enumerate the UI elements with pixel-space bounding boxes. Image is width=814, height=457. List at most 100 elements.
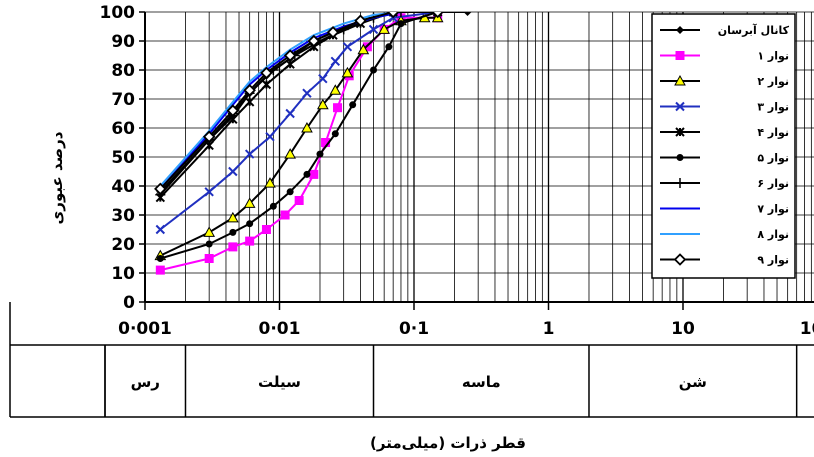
legend-label: نوار ۳: [757, 101, 789, 114]
data-point: [265, 131, 275, 142]
y-tick-label: 60: [111, 119, 135, 139]
data-point: [395, 12, 406, 17]
data-point: [342, 42, 353, 52]
x-axis-label: قطر ذرات (میلی‌متر): [370, 434, 526, 452]
x-tick-label: 0·1: [399, 319, 429, 339]
data-point: [261, 79, 272, 90]
data-point: [326, 26, 340, 39]
soil-zone-label: سیلت: [258, 373, 301, 391]
legend-label: نوار ۶: [757, 177, 789, 190]
data-point: [301, 121, 313, 133]
data-point: [333, 103, 343, 113]
soil-zone-label: ماسه: [462, 373, 501, 391]
legend-label: نوار ۸: [757, 228, 789, 241]
data-point: [245, 236, 255, 246]
x-tick-label: 0·01: [259, 319, 301, 339]
legend-entry: نوار ۱: [660, 50, 789, 63]
data-point: [331, 130, 339, 138]
x-axis-ticks: 0·001 0·01 0·1 1 10 100: [118, 302, 814, 339]
legend-label: نوار ۵: [757, 152, 789, 165]
data-point: [397, 20, 405, 28]
soil-classification-band: رس سیلت ماسه شن: [9, 302, 814, 418]
x-tick-label: 10: [671, 319, 695, 339]
y-tick-label: 0: [123, 293, 135, 313]
data-point: [202, 130, 216, 143]
legend-label: نوار ۲: [757, 75, 789, 88]
data-point: [203, 226, 216, 237]
data-point: [675, 127, 685, 137]
y-tick-label: 40: [111, 177, 135, 197]
data-point: [463, 12, 472, 16]
data-point: [244, 149, 255, 159]
data-point: [676, 154, 684, 161]
data-point: [294, 196, 304, 205]
legend-label: کانال آبرسان: [718, 23, 790, 37]
data-point: [676, 26, 684, 34]
data-point: [283, 49, 297, 62]
y-axis-ticks: 0 10 20 30 40 50 60 70 80 90 100: [100, 3, 145, 313]
legend: کانال آبرسان نوار ۱ نوار ۲ نوار ۳ نوار ۴ نوار…: [651, 13, 796, 279]
data-point: [155, 265, 165, 275]
y-tick-label: 80: [111, 61, 135, 81]
legend-entry: نوار ۳: [660, 101, 789, 114]
y-tick-label: 100: [100, 3, 136, 23]
data-point: [357, 43, 370, 55]
data-point: [341, 66, 354, 78]
data-point: [318, 73, 328, 84]
y-tick-label: 10: [111, 264, 135, 284]
data-point: [260, 66, 273, 80]
data-point: [385, 43, 393, 51]
data-point: [378, 23, 391, 34]
series-group: [154, 12, 444, 196]
data-point: [307, 34, 321, 48]
legend-entry: نوار ۸: [660, 228, 789, 241]
data-point: [674, 74, 686, 86]
data-point: [675, 51, 685, 60]
data-point: [286, 188, 294, 196]
x-tick-label: 1: [543, 319, 555, 339]
data-point: [302, 88, 312, 98]
x-tick-label: 0·001: [118, 319, 172, 339]
data-point: [155, 224, 166, 235]
data-point: [243, 197, 256, 208]
data-point: [244, 97, 255, 107]
legend-entry: نوار ۷: [660, 203, 789, 216]
legend-label: نوار ۱: [757, 50, 789, 63]
data-point: [316, 98, 329, 110]
data-point: [354, 14, 367, 27]
data-point: [246, 220, 254, 228]
data-point: [264, 177, 276, 188]
data-point: [329, 84, 342, 95]
series-group: [156, 12, 442, 262]
legend-entry: نوار ۹: [660, 253, 789, 267]
data-point: [228, 242, 238, 252]
data-point: [303, 170, 311, 178]
data-point: [675, 101, 685, 112]
data-point: [229, 228, 237, 236]
legend-label: نوار ۴: [757, 126, 789, 139]
data-point: [386, 12, 400, 19]
series-line: [159, 12, 468, 193]
data-point: [156, 255, 164, 262]
y-axis-label: درصد عبوری: [48, 131, 66, 224]
data-point: [243, 84, 256, 97]
data-point: [316, 150, 324, 158]
data-point: [261, 225, 271, 234]
data-point: [280, 210, 290, 220]
data-point: [368, 24, 379, 35]
data-point: [269, 202, 277, 210]
data-point: [204, 254, 214, 263]
data-point: [228, 166, 238, 177]
legend-entry: کانال آبرسان: [660, 23, 790, 37]
legend-entry: نوار ۵: [660, 152, 789, 165]
data-point: [349, 101, 357, 109]
data-point: [285, 108, 295, 119]
y-tick-label: 50: [111, 148, 135, 168]
data-point: [284, 148, 296, 159]
legend-label: نوار ۷: [757, 203, 789, 216]
data-point: [227, 211, 239, 223]
data-point: [226, 104, 240, 117]
x-tick-label: 100: [800, 319, 814, 339]
legend-entry: نوار ۴: [660, 126, 789, 139]
